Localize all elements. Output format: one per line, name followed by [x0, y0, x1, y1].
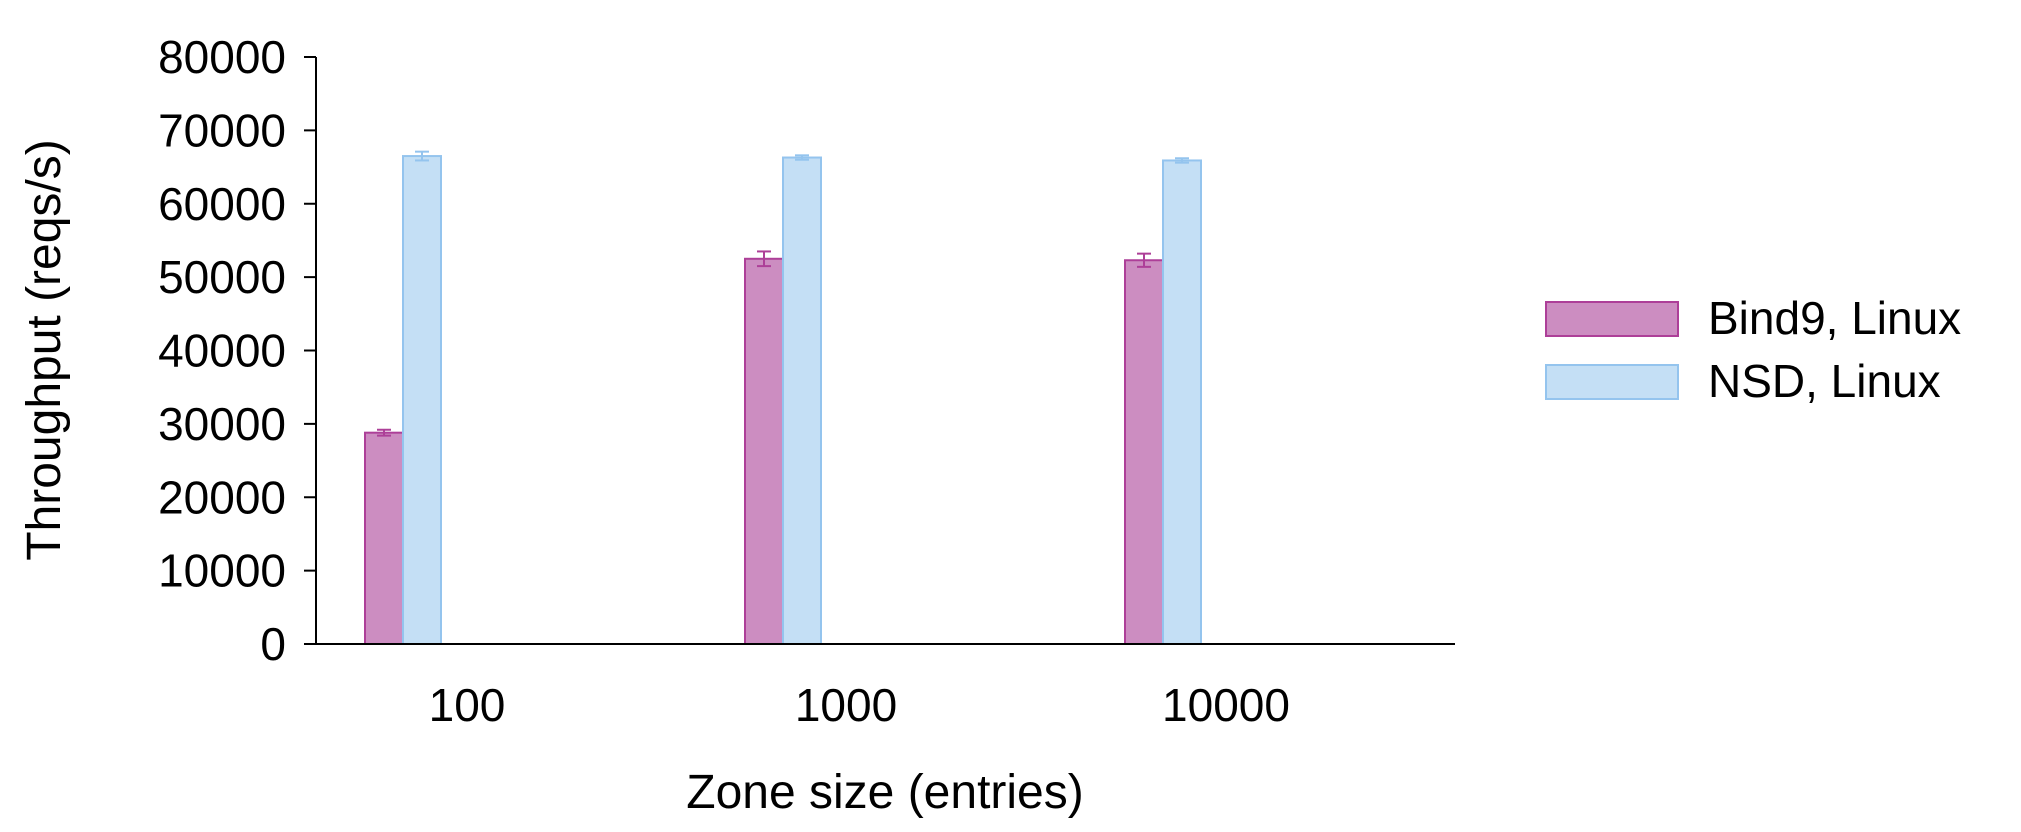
legend-label: Bind9, Linux — [1708, 292, 1961, 344]
bar — [402, 155, 442, 645]
x-axis-label: Zone size (entries) — [686, 766, 1083, 819]
x-tick-label: 1000 — [795, 679, 897, 731]
y-tick-label: 60000 — [158, 178, 286, 230]
x-tick-label: 10000 — [1162, 679, 1290, 731]
x-tick-label: 100 — [429, 679, 506, 731]
legend: Bind9, Linux NSD, Linux — [1545, 292, 1961, 407]
y-axis-ticks: 0 10000 20000 30000 40000 50000 60000 70000 8000… — [158, 31, 316, 670]
bar — [782, 156, 822, 645]
bar — [744, 257, 784, 645]
bars-layer — [364, 150, 1202, 646]
x-axis-tick-labels: 100 1000 10000 — [429, 679, 1290, 731]
bar — [1162, 159, 1202, 646]
y-tick-label: 0 — [260, 618, 286, 670]
y-tick-label: 50000 — [158, 251, 286, 303]
legend-label: NSD, Linux — [1708, 355, 1941, 407]
bar — [364, 431, 404, 645]
y-tick-label: 10000 — [158, 545, 286, 597]
bar — [1124, 259, 1164, 645]
legend-swatch — [1545, 364, 1679, 400]
y-axis-label: Throughput (reqs/s) — [18, 139, 71, 561]
axes-layer — [315, 57, 1455, 645]
legend-swatch — [1545, 301, 1679, 337]
y-tick-label: 80000 — [158, 31, 286, 83]
y-tick-label: 30000 — [158, 398, 286, 450]
y-tick-label: 40000 — [158, 325, 286, 377]
y-tick-label: 70000 — [158, 104, 286, 156]
y-tick-label: 20000 — [158, 471, 286, 523]
